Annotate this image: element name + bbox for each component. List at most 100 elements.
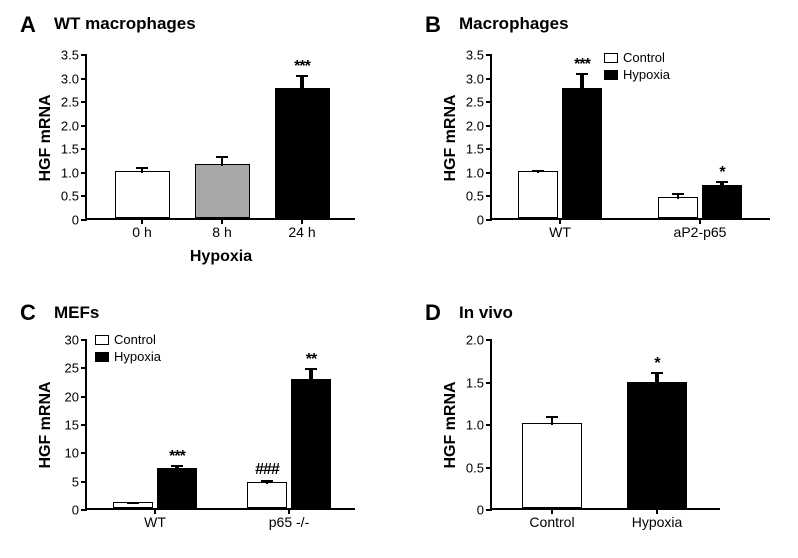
bar <box>115 171 170 218</box>
ytick <box>486 467 492 469</box>
xtick-label: 8 h <box>212 224 231 240</box>
ytick <box>486 54 492 56</box>
legend-label: Hypoxia <box>623 67 670 82</box>
error-bar <box>581 74 583 91</box>
bar <box>627 382 687 508</box>
error-cap <box>127 502 139 504</box>
panelD-ylabel: HGF mRNA <box>442 381 460 468</box>
bar <box>562 88 602 218</box>
panelB-ylabel: HGF mRNA <box>442 94 460 181</box>
ytick <box>81 396 87 398</box>
panelA-ylabel: HGF mRNA <box>37 94 55 181</box>
ytick <box>81 125 87 127</box>
ytick-label: 0.5 <box>466 460 484 475</box>
error-cap <box>216 156 228 158</box>
ytick-label: 0.5 <box>61 189 79 204</box>
bar <box>702 185 742 218</box>
significance-marker: ### <box>255 461 279 479</box>
legend-item: Control <box>604 50 670 65</box>
error-bar <box>221 157 223 165</box>
group-label: WT <box>144 514 166 530</box>
ytick <box>81 339 87 341</box>
legend-swatch <box>95 352 109 362</box>
error-bar <box>310 369 312 381</box>
significance-marker: *** <box>574 56 590 74</box>
legend-item: Hypoxia <box>604 67 670 82</box>
ytick-label: 2.5 <box>466 95 484 110</box>
panelC-label: C <box>20 300 36 326</box>
ytick-label: 0 <box>477 503 484 518</box>
significance-marker: * <box>654 355 659 373</box>
group-label: aP2-p65 <box>674 224 727 240</box>
legend-swatch <box>95 335 109 345</box>
bar <box>658 197 698 218</box>
ytick-label: 0 <box>72 503 79 518</box>
ytick-label: 1.5 <box>466 375 484 390</box>
ytick-label: 0 <box>72 213 79 228</box>
ytick <box>486 195 492 197</box>
xtick-label: Control <box>529 514 574 530</box>
ytick-label: 3.5 <box>466 48 484 63</box>
ytick <box>486 339 492 341</box>
error-cap <box>532 170 544 172</box>
ytick-label: 2.0 <box>466 333 484 348</box>
panelC-title: MEFs <box>54 303 99 323</box>
ytick-label: 2.5 <box>61 95 79 110</box>
ytick <box>81 172 87 174</box>
error-cap <box>546 416 558 418</box>
ytick <box>81 367 87 369</box>
ytick-label: 1.5 <box>61 142 79 157</box>
ytick-label: 1.0 <box>61 165 79 180</box>
ytick <box>486 509 492 511</box>
xtick-label: Hypoxia <box>632 514 683 530</box>
panelA-xlabel: Hypoxia <box>190 248 252 266</box>
legend-swatch <box>604 70 618 80</box>
legend-item: Control <box>95 332 161 347</box>
xtick-label: 24 h <box>288 224 315 240</box>
panelD-label: D <box>425 300 441 326</box>
panelB-title: Macrophages <box>459 14 569 34</box>
ytick <box>486 424 492 426</box>
error-cap <box>136 167 148 169</box>
panelA-chart: 00.51.01.52.02.53.03.5Hypoxia0 h8 h24 h*… <box>85 55 355 220</box>
significance-marker: ** <box>306 351 316 369</box>
ytick-label: 3.0 <box>61 71 79 86</box>
ytick-label: 3.5 <box>61 48 79 63</box>
panelC-ylabel: HGF mRNA <box>37 381 55 468</box>
error-bar <box>301 76 303 90</box>
ytick <box>486 148 492 150</box>
panelB-legend: Control Hypoxia <box>604 50 670 84</box>
legend-swatch <box>604 53 618 63</box>
panelC-legend: Control Hypoxia <box>95 332 161 366</box>
legend-item: Hypoxia <box>95 349 161 364</box>
bar <box>247 482 287 508</box>
error-bar <box>656 373 658 384</box>
ytick-label: 15 <box>65 418 79 433</box>
ytick <box>486 382 492 384</box>
error-cap <box>261 480 273 482</box>
panelA-title: WT macrophages <box>54 14 196 34</box>
ytick-label: 30 <box>65 333 79 348</box>
error-bar <box>551 417 553 426</box>
bar <box>291 379 331 508</box>
significance-marker: * <box>719 164 724 182</box>
ytick-label: 10 <box>65 446 79 461</box>
ytick <box>81 78 87 80</box>
legend-label: Control <box>623 50 665 65</box>
ytick <box>81 509 87 511</box>
ytick <box>486 78 492 80</box>
panelB-label: B <box>425 12 441 38</box>
bar <box>518 171 558 218</box>
ytick-label: 1.0 <box>466 165 484 180</box>
xtick-label: 0 h <box>132 224 151 240</box>
significance-marker: *** <box>169 448 185 466</box>
panelD-chart: 00.51.01.52.0ControlHypoxia* <box>490 340 720 510</box>
ytick-label: 0.5 <box>466 189 484 204</box>
ytick-label: 2.0 <box>61 118 79 133</box>
significance-marker: *** <box>294 58 310 76</box>
ytick <box>486 172 492 174</box>
ytick-label: 25 <box>65 361 79 376</box>
error-cap <box>672 193 684 195</box>
ytick <box>81 195 87 197</box>
ytick-label: 1.0 <box>466 418 484 433</box>
